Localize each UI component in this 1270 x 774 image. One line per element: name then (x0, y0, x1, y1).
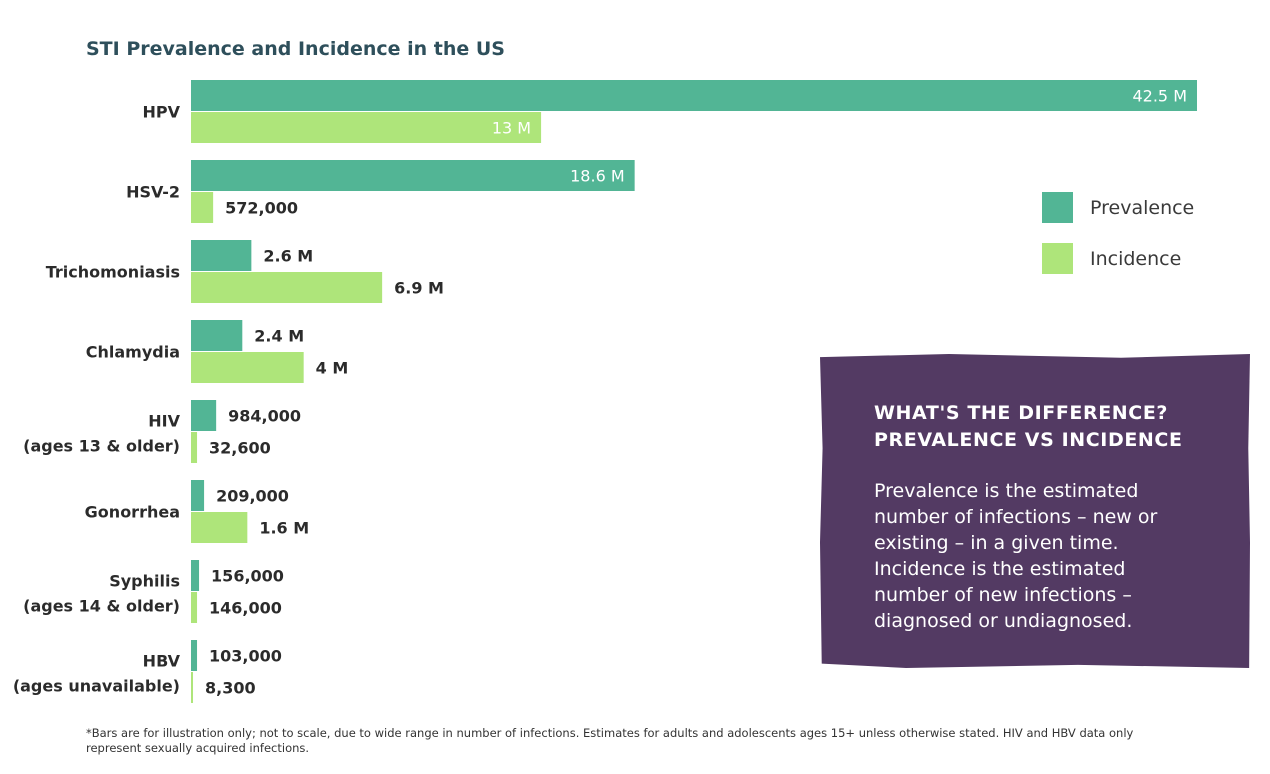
incidence-bar (191, 432, 198, 463)
category-label: Syphilis (109, 572, 180, 591)
callout-body: Prevalence is the estimated number of in… (874, 478, 1234, 634)
value-label: 2.4 M (254, 327, 304, 346)
incidence-bar (191, 672, 194, 703)
value-label: 156,000 (211, 567, 284, 586)
bars-group: HPV 42.5 M 13 M HSV-2 18.6 M 572,000 Trichomon… (13, 80, 1197, 703)
legend-label: Incidence (1090, 248, 1181, 270)
legend-swatch-prevalence (1042, 192, 1073, 223)
value-label: 13 M (492, 119, 531, 138)
category-label: (ages unavailable) (13, 677, 180, 696)
callout-title: WHAT'S THE DIFFERENCE? PREVALENCE VS INC… (874, 400, 1234, 454)
incidence-bar (191, 512, 248, 543)
value-label: 42.5 M (1132, 87, 1187, 106)
prevalence-bar (191, 560, 200, 591)
prevalence-bar (191, 80, 1197, 111)
value-label: 32,600 (209, 439, 271, 458)
callout-body-line: number of infections – new or (874, 506, 1158, 528)
category-label: Chlamydia (86, 343, 180, 362)
legend-label: Prevalence (1090, 197, 1194, 219)
legend-swatch-incidence (1042, 243, 1073, 274)
difference-callout: WHAT'S THE DIFFERENCE? PREVALENCE VS INC… (820, 354, 1250, 668)
callout-title-line: WHAT'S THE DIFFERENCE? (874, 402, 1169, 424)
category-label: Gonorrhea (85, 503, 180, 522)
footnote-line: *Bars are for illustration only; not to … (86, 726, 1134, 740)
incidence-bar (191, 192, 214, 223)
category-label: HBV (143, 652, 181, 671)
incidence-bar (191, 592, 198, 623)
value-label: 984,000 (228, 407, 301, 426)
chart-title: STI Prevalence and Incidence in the US (86, 38, 505, 60)
value-label: 1.6 M (259, 519, 309, 538)
value-label: 18.6 M (570, 167, 625, 186)
value-label: 8,300 (205, 679, 256, 698)
callout-body-line: Incidence is the estimated (874, 558, 1126, 580)
footnote: *Bars are for illustration only; not to … (86, 726, 1186, 756)
category-label: (ages 14 & older) (23, 597, 180, 616)
prevalence-bar (191, 160, 635, 191)
value-label: 2.6 M (263, 247, 313, 266)
callout-body-line: existing – in a given time. (874, 532, 1119, 554)
value-label: 146,000 (209, 599, 282, 618)
incidence-bar (191, 352, 304, 383)
category-label: HPV (143, 103, 181, 122)
value-label: 4 M (316, 359, 349, 378)
category-label: (ages 13 & older) (23, 437, 180, 456)
value-label: 209,000 (216, 487, 289, 506)
callout-body-line: Prevalence is the estimated (874, 480, 1139, 502)
category-label: HSV-2 (126, 183, 180, 202)
incidence-bar (191, 112, 542, 143)
incidence-bar (191, 272, 383, 303)
value-label: 6.9 M (394, 279, 444, 298)
callout-body-line: diagnosed or undiagnosed. (874, 610, 1133, 632)
prevalence-bar (191, 240, 252, 271)
prevalence-bar (191, 640, 198, 671)
callout-title-line: PREVALENCE VS INCIDENCE (874, 429, 1183, 451)
legend: Prevalence Incidence (1042, 192, 1194, 274)
prevalence-bar (191, 400, 217, 431)
footnote-line: represent sexually acquired infections. (86, 741, 310, 755)
callout-body-line: number of new infections – (874, 584, 1132, 606)
value-label: 572,000 (225, 199, 298, 218)
prevalence-bar (191, 320, 243, 351)
value-label: 103,000 (209, 647, 282, 666)
category-label: Trichomoniasis (46, 263, 180, 282)
prevalence-bar (191, 480, 205, 511)
category-label: HIV (148, 412, 180, 431)
